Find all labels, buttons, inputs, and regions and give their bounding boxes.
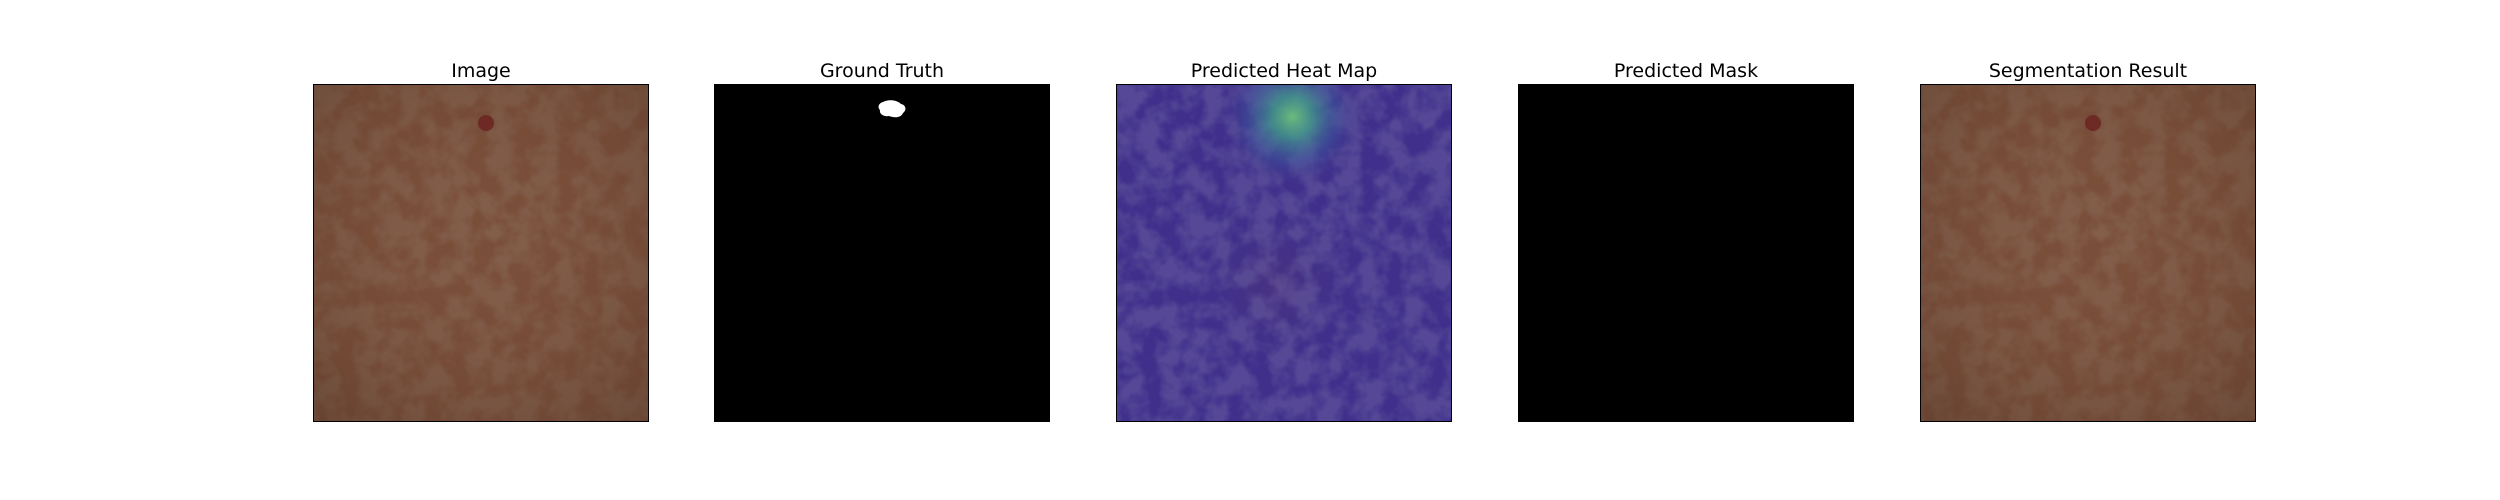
segmentation-photo (1921, 85, 2255, 421)
panel-title-segmentation-result: Segmentation Result (1988, 60, 2188, 82)
heat-map-frame (1116, 84, 1452, 422)
defect-spot (478, 115, 494, 131)
panel-title-heat-map: Predicted Heat Map (1190, 60, 1378, 82)
panel-ground-truth: Ground Truth (714, 56, 1050, 422)
ground-truth-frame (714, 84, 1050, 422)
panel-image: Image (313, 56, 649, 422)
predicted-mask (1519, 85, 1853, 421)
ground-truth-mask (715, 85, 1049, 421)
panel-title-predicted-mask: Predicted Mask (1613, 60, 1759, 82)
predicted-mask-frame (1518, 84, 1854, 422)
panel-segmentation-result: Segmentation Result (1920, 56, 2256, 422)
segmentation-result-frame (1920, 84, 2256, 422)
panel-title-ground-truth: Ground Truth (819, 60, 945, 82)
heatmap-overlay (1117, 85, 1451, 421)
panel-predicted-mask: Predicted Mask (1518, 56, 1854, 422)
image-frame (313, 84, 649, 422)
defect-region (878, 100, 906, 118)
heat-hotspot (1117, 85, 1451, 421)
panel-heat-map: Predicted Heat Map (1116, 56, 1452, 422)
panel-title-image: Image (451, 60, 511, 82)
defect-spot (2085, 115, 2101, 131)
leather-photo (314, 85, 648, 421)
